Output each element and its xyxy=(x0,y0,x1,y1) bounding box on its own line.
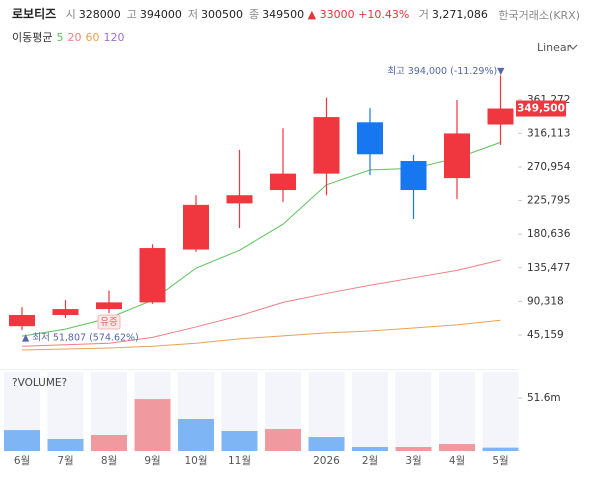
candle-body xyxy=(96,302,122,310)
quote-key: 시 xyxy=(65,8,76,21)
volume-tick-label: 51.6m xyxy=(527,392,561,404)
candle-body xyxy=(139,248,166,303)
y-tick-label: 135,477 xyxy=(527,262,570,274)
volume-value: 3,271,086 xyxy=(431,8,488,21)
quote: 시 328000 고 394000 저 300500 종 349500 xyxy=(60,8,305,21)
volume-key: 거 xyxy=(418,8,429,21)
scale-label[interactable]: Linear xyxy=(537,41,572,54)
ma-line xyxy=(21,319,501,351)
quote-value: 349500 xyxy=(262,8,305,21)
quote-value: 328000 xyxy=(78,8,121,21)
volume-bar xyxy=(439,444,475,451)
volume-column-bg xyxy=(47,372,84,451)
event-label: 유증 xyxy=(100,317,118,328)
volume-bar xyxy=(47,438,84,451)
y-tick-label: 316,113 xyxy=(527,127,570,139)
candle-body xyxy=(444,133,470,179)
candle-body xyxy=(487,108,514,125)
volume-bar xyxy=(178,418,214,451)
volume-bar xyxy=(221,430,258,451)
ma-legend-item: 120 xyxy=(103,31,125,44)
ma-label: 이동평균 xyxy=(12,31,53,44)
volume-column-bg xyxy=(439,372,475,451)
scale-chevron[interactable] xyxy=(568,44,578,50)
x-tick-label: 10월 xyxy=(184,455,207,467)
y-tick-label: 225,795 xyxy=(527,195,570,207)
x-tick-label: 6월 xyxy=(14,455,30,467)
volume-label: ?VOLUME? xyxy=(12,377,67,389)
volume-column-bg xyxy=(482,372,519,451)
volume-bar xyxy=(134,399,171,451)
quote-key: 종 xyxy=(249,8,260,21)
low-annotation: ▲ 최저 51,807 (574.62%) xyxy=(22,333,139,344)
volume-bar xyxy=(265,429,301,451)
volume-bar xyxy=(4,430,40,451)
quote-value: 300500 xyxy=(201,8,244,21)
quote-key: 고 xyxy=(126,8,137,21)
x-tick-label: 9월 xyxy=(144,455,160,467)
y-tick-label: 270,954 xyxy=(527,161,571,173)
candle-body xyxy=(52,309,79,316)
y-tick-label: 180,636 xyxy=(527,228,571,240)
event-badge xyxy=(97,314,121,330)
x-tick-label: 5월 xyxy=(492,455,508,467)
ma-legend-item: 20 xyxy=(67,31,82,44)
high-annotation: 최고 394,000 (-11.29%)▼ xyxy=(387,66,505,77)
ma-legend: 이동평균 5 20 60 120 xyxy=(12,29,128,45)
x-tick-label: 7월 xyxy=(57,455,73,467)
change: ▲ 33000 xyxy=(307,8,355,21)
last-price-box xyxy=(516,100,566,117)
ma-line xyxy=(21,259,501,347)
ma-line xyxy=(21,141,501,337)
candle-body xyxy=(357,122,383,155)
header: 로보티즈 시 328000 고 394000 저 300500 종 349500 ▲ 3300… xyxy=(12,5,488,22)
x-tick-label: 2월 xyxy=(362,455,378,467)
x-tick-label: 3월 xyxy=(405,455,421,467)
quote-value: 394000 xyxy=(139,8,182,21)
x-tick-label: 11월 xyxy=(228,455,251,467)
x-tick-label: 8월 xyxy=(101,455,117,467)
candle-body xyxy=(183,204,209,250)
y-tick-label: 90,318 xyxy=(527,295,564,307)
ma-legend-item: 60 xyxy=(85,31,100,44)
stock-name: 로보티즈 xyxy=(12,7,57,21)
volume-bar xyxy=(395,446,432,451)
candle-body xyxy=(270,173,296,191)
volume-column-bg xyxy=(395,372,432,451)
candle-body xyxy=(9,315,35,327)
y-tick-label: 45,159 xyxy=(527,329,564,341)
candle-body xyxy=(313,117,340,174)
x-tick-label: 2026 xyxy=(313,455,340,467)
candle-body xyxy=(400,160,427,191)
volume-bar xyxy=(91,434,127,451)
quote-key: 저 xyxy=(187,8,199,21)
volume-bar xyxy=(308,437,345,451)
volume-bar xyxy=(352,446,388,451)
change-pct: +10.43% xyxy=(358,8,410,21)
volume-column-bg xyxy=(352,372,388,451)
exchange: 한국거래소(KRX) xyxy=(498,9,580,22)
volume-bar xyxy=(482,447,519,451)
candle-body xyxy=(226,195,253,204)
x-tick-label: 4월 xyxy=(449,455,465,467)
ma-legend-item: 5 xyxy=(56,31,64,44)
last-price-label: 349,500 xyxy=(517,103,565,115)
